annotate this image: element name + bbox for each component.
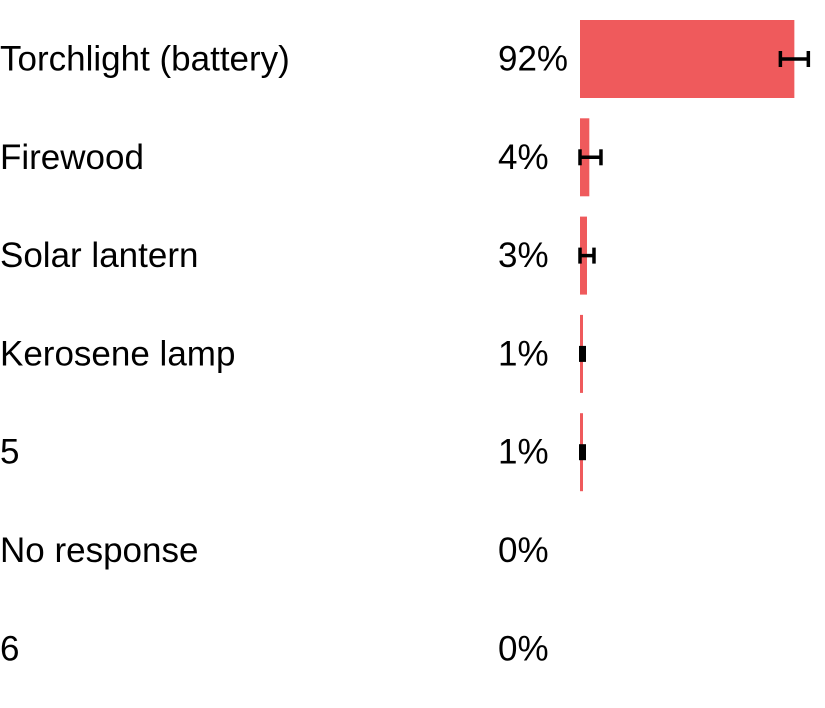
value-label: 1% bbox=[498, 433, 549, 472]
category-label: 5 bbox=[0, 433, 19, 472]
category-labels: Torchlight (battery) Firewood Solar lanter… bbox=[0, 40, 290, 669]
bar bbox=[580, 20, 795, 98]
value-label: 0% bbox=[498, 629, 549, 668]
error-bar bbox=[578, 247, 596, 264]
value-label: 92% bbox=[498, 40, 568, 79]
error-bar bbox=[778, 51, 811, 67]
category-label: Kerosene lamp bbox=[0, 334, 235, 373]
value-labels: 92% 4% 3% 1% 1% 0% 0% bbox=[498, 40, 568, 669]
error-bar bbox=[578, 149, 603, 166]
category-label: 6 bbox=[0, 629, 19, 668]
error-bars bbox=[578, 51, 811, 461]
category-label: No response bbox=[0, 531, 198, 570]
error-bar bbox=[579, 444, 586, 461]
error-bar bbox=[579, 345, 586, 362]
bars bbox=[580, 20, 795, 492]
value-label: 0% bbox=[498, 531, 549, 570]
category-label: Solar lantern bbox=[0, 236, 198, 275]
value-label: 3% bbox=[498, 236, 549, 275]
value-label: 4% bbox=[498, 138, 549, 177]
category-label: Torchlight (battery) bbox=[0, 40, 290, 79]
value-label: 1% bbox=[498, 334, 549, 373]
category-label: Firewood bbox=[0, 138, 144, 177]
